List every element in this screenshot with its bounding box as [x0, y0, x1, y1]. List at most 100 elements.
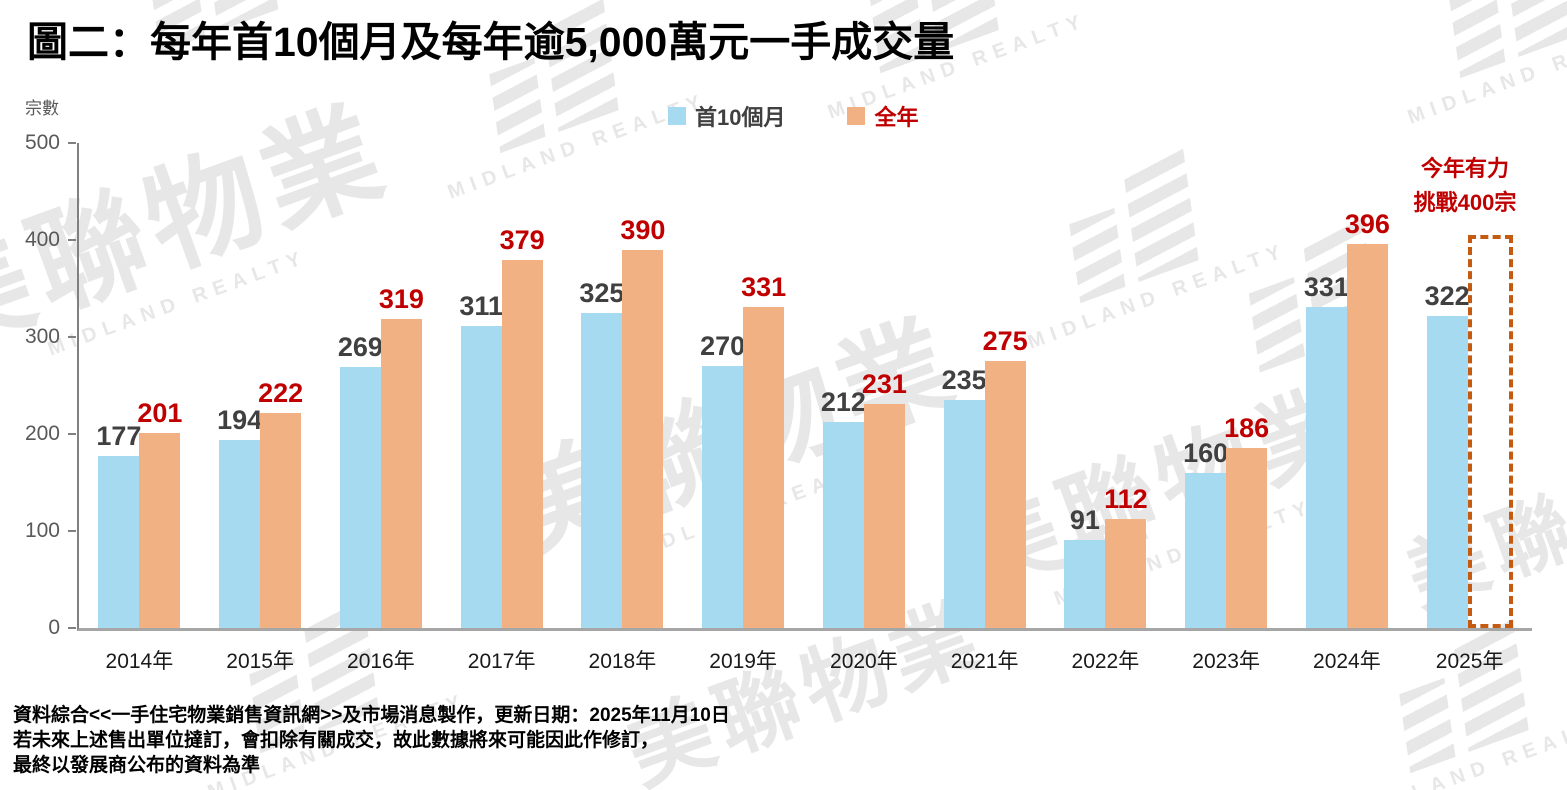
bar-value-label: 201 — [137, 398, 183, 428]
x-axis-label: 2018年 — [588, 650, 657, 673]
x-axis-label: 2016年 — [347, 650, 415, 673]
bar-value-label: 319 — [378, 284, 424, 314]
legend-item-fullyear: 全年 — [847, 100, 919, 132]
midland-logo-icon — [1375, 0, 1567, 104]
bar-全年-2024年: 396 — [1345, 209, 1390, 628]
bar-全年-2023年: 186 — [1224, 413, 1269, 628]
bar-首10個月-2016年: 269 — [338, 332, 383, 628]
watermark-text-en: MIDLAND REALTY — [1404, 14, 1567, 129]
bar-value-label: 396 — [1344, 209, 1390, 239]
bar-value-label: 177 — [96, 421, 142, 451]
target-annotation-line2: 挑戰400宗 — [1413, 190, 1517, 215]
legend-item-first10: 首10個月 — [668, 100, 785, 132]
bar-value-label: 331 — [1303, 272, 1349, 302]
bar-value-label: 379 — [499, 225, 545, 255]
bar-首10個月-2018年: 325 — [579, 278, 624, 628]
bar-全年-2019年: 331 — [741, 272, 786, 628]
bar-group-2024年: 331 396 2024年 — [1304, 143, 1390, 673]
x-axis-label: 2014年 — [105, 650, 174, 673]
bar-group-2018年: 325 390 2018年 — [579, 143, 665, 673]
y-tick-mark — [68, 530, 76, 532]
bar-value-label: 331 — [741, 272, 787, 302]
bar-group-2022年: 91 112 2022年 — [1064, 143, 1148, 673]
midland-logo-watermark: MIDLAND REALTY — [1364, 0, 1567, 129]
source-note-line1: 資料綜合<<一手住宅物業銷售資訊網>>及市場消息製作，更新日期：2025年11月… — [13, 705, 730, 726]
bar-首10個月-2025年: 322 — [1425, 281, 1470, 628]
bar-group-2020年: 212 231 2020年 — [821, 143, 907, 673]
y-tick-mark — [68, 627, 76, 629]
y-tick-label: 300 — [24, 325, 60, 348]
source-note: 資料綜合<<一手住宅物業銷售資訊網>>及市場消息製作，更新日期：2025年11月… — [13, 703, 730, 778]
bar-首10個月-2019年: 270 — [700, 331, 745, 628]
x-axis-label: 2023年 — [1192, 650, 1260, 673]
bar-全年-2018年: 390 — [620, 215, 665, 628]
source-note-line2: 若未來上述售出單位撻訂，會扣除有關成交，故此數據將來可能因此作修訂， — [13, 730, 660, 751]
bar-全年-2022年: 112 — [1104, 484, 1148, 628]
y-tick-label: 100 — [24, 519, 60, 542]
bar-value-label: 194 — [217, 405, 263, 435]
bar-全年-2016年: 319 — [379, 284, 424, 628]
y-tick-mark — [68, 336, 76, 338]
legend: 首10個月 全年 — [668, 100, 919, 132]
bar-value-label: 390 — [620, 215, 666, 245]
bar-group-2015年: 194 222 2015年 — [217, 143, 303, 673]
bar-全年-2015年: 222 — [258, 378, 303, 628]
x-axis-label: 2024年 — [1313, 650, 1381, 673]
bar-group-2016年: 269 319 2016年 — [338, 143, 424, 673]
y-tick-label: 500 — [24, 131, 60, 154]
bar-全年-2020年: 231 — [862, 369, 907, 628]
bar-首10個月-2014年: 177 — [96, 421, 141, 628]
bar-group-2017年: 311 379 2017年 — [459, 143, 545, 673]
bar-首10個月-2017年: 311 — [459, 291, 503, 628]
bar-value-label: 322 — [1424, 281, 1470, 311]
x-axis-label: 2017年 — [467, 650, 536, 673]
y-tick-label: 200 — [24, 422, 60, 445]
bar-value-label: 311 — [459, 291, 503, 321]
bar-首10個月-2021年: 235 — [942, 365, 987, 628]
bar-group-2014年: 177 201 2014年 — [96, 143, 182, 673]
bar-首10個月-2024年: 331 — [1304, 272, 1349, 628]
plot-area: 177 201 2014年 194 222 2015年 269 319 2016年 311 379 2… — [77, 143, 1532, 673]
x-axis-label: 2022年 — [1071, 650, 1140, 673]
bar-value-label: 325 — [579, 278, 625, 308]
x-axis-label: 2019年 — [709, 650, 777, 673]
source-note-line3: 最終以發展商公布的資料為準 — [13, 755, 261, 776]
bar-value-label: 91 — [1069, 505, 1100, 535]
bar-group-2023年: 160 186 2023年 — [1183, 143, 1269, 673]
bar-value-label: 270 — [700, 331, 746, 361]
x-axis-label: 2015年 — [226, 650, 294, 673]
bar-value-label: 235 — [941, 365, 987, 395]
legend-swatch-blue — [668, 107, 686, 125]
target-annotation-line1: 今年有力 — [1420, 156, 1509, 181]
x-axis-label: 2025年 — [1435, 650, 1504, 673]
bar-value-label: 160 — [1183, 438, 1229, 468]
bar-首10個月-2023年: 160 — [1183, 438, 1228, 628]
legend-label-fullyear: 全年 — [874, 105, 919, 130]
bar-首10個月-2020年: 212 — [821, 387, 866, 628]
watermark-text-en: MIDLAND REALTY — [1354, 709, 1567, 790]
bar-首10個月-2022年: 91 — [1064, 505, 1106, 628]
chart-title: 圖二：每年首10個月及每年逾5,000萬元一手成交量 — [27, 19, 955, 65]
legend-label-first10: 首10個月 — [695, 105, 786, 130]
bar-全年-2021年: 275 — [983, 326, 1028, 628]
bar-group-2021年: 235 275 2021年 — [942, 143, 1028, 673]
y-axis-title: 宗數 — [25, 99, 59, 118]
legend-swatch-orange — [847, 107, 866, 125]
bar-value-label: 112 — [1104, 484, 1148, 514]
bar-value-label: 212 — [820, 387, 866, 417]
y-tick-mark — [68, 239, 76, 241]
y-tick-mark — [68, 433, 76, 435]
bar-value-label: 275 — [982, 326, 1028, 356]
y-tick-mark — [68, 142, 76, 144]
bar-value-label: 222 — [258, 378, 304, 408]
bar-value-label: 186 — [1224, 413, 1270, 443]
target-dashed-box — [1467, 235, 1513, 628]
bar-首10個月-2015年: 194 — [217, 405, 262, 628]
bar-全年-2014年: 201 — [137, 398, 182, 628]
bar-group-2019年: 270 331 2019年 — [700, 143, 786, 673]
x-axis-label: 2020年 — [830, 650, 898, 673]
bar-value-label: 269 — [337, 332, 383, 362]
y-tick-label: 400 — [24, 228, 60, 251]
target-annotation: 今年有力 挑戰400宗 — [1390, 152, 1540, 220]
